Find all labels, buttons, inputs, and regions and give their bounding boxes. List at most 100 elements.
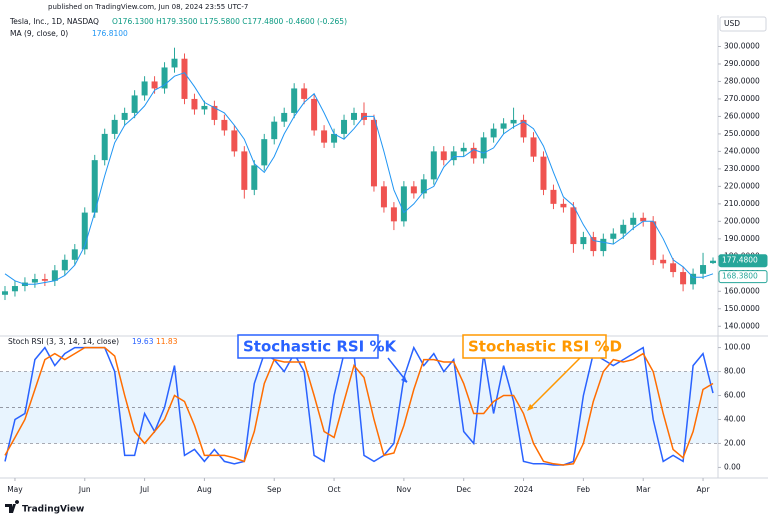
annotation: Stochastic RSI %D [468, 338, 622, 356]
x-tick-label: Dec [456, 485, 471, 494]
candle-body [460, 147, 467, 152]
x-tick-label: May [7, 485, 23, 494]
brand: TradingView [22, 505, 84, 515]
candle-body [590, 237, 597, 252]
candle-body [61, 259, 68, 271]
candle-body [221, 119, 228, 131]
candle-body [640, 217, 647, 222]
candle-body [660, 259, 667, 264]
published-note: published on TradingView.com, Jun 08, 20… [48, 3, 248, 11]
candle-body [201, 105, 208, 110]
candle-body [370, 119, 377, 187]
arrow-head [401, 376, 407, 383]
legend-values: O176.1300 H179.3500 L175.5800 C177.4800 … [112, 17, 347, 26]
y-tick-label: 100.00 [724, 343, 750, 352]
x-tick-label: Apr [697, 485, 711, 494]
y-tick-label: 280.0000 [724, 76, 760, 85]
stoch-line [4, 346, 714, 466]
y-tick-label: 160.0000 [724, 286, 760, 295]
y-tick-label: 0.00 [724, 462, 741, 471]
candle-body [11, 286, 18, 292]
currency-box [719, 16, 767, 32]
y-tick-label: 210.0000 [724, 199, 760, 208]
candle-body [141, 81, 148, 96]
legend-label: MA (9, close, 0) [10, 29, 68, 38]
indicator-value: 11.83 [156, 337, 178, 346]
arrow-head [527, 404, 534, 411]
candle-body [101, 133, 108, 161]
candle-body [440, 151, 447, 161]
candle-body [500, 123, 507, 129]
x-tick-label: Jul [139, 485, 149, 494]
price-tag-label: 168.3800 [722, 272, 758, 281]
y-tick-label: 260.0000 [724, 111, 760, 120]
candle-body [600, 238, 607, 252]
candle-body [650, 221, 657, 260]
candle-body [430, 151, 437, 180]
candle-body [420, 179, 427, 194]
candle-body [271, 121, 278, 140]
y-tick-label: 290.0000 [724, 59, 760, 68]
currency: USD [724, 19, 740, 28]
candle-body [480, 137, 487, 159]
y-tick-label: 250.0000 [724, 129, 760, 138]
y-tick-label: 240.0000 [724, 146, 760, 155]
y-tick-label: 40.00 [724, 414, 746, 423]
brand-logo [5, 500, 20, 513]
x-tick-label: Feb [577, 485, 591, 494]
candle-body [710, 260, 717, 264]
candle-body [540, 156, 547, 190]
candle-body [161, 67, 168, 89]
y-tick-label: 80.00 [724, 367, 746, 376]
candle-body [530, 137, 537, 157]
candle-body [580, 237, 587, 245]
candle-body [520, 119, 527, 138]
legend-value: 176.8100 [92, 29, 128, 38]
candle-body [550, 189, 557, 204]
candle-body [151, 81, 158, 89]
legend-title: Tesla, Inc., 1D, NASDAQ [9, 17, 99, 26]
candle-body [570, 207, 577, 245]
annotation-box [237, 334, 379, 359]
x-tick-label: 2024 [514, 485, 533, 494]
y-tick-label: 60.00 [724, 391, 746, 400]
y-tick-label: 150.0000 [724, 304, 760, 313]
candle-body [341, 119, 348, 134]
indicator-title: Stoch RSI (3, 3, 14, 14, close) [8, 337, 119, 346]
candle-body [171, 58, 178, 68]
candle-body [400, 186, 407, 222]
price-tag [718, 254, 768, 268]
y-tick-label: 140.0000 [724, 321, 760, 330]
candle-body [450, 151, 457, 161]
candle-body [191, 98, 198, 110]
candle-body [71, 249, 78, 260]
x-tick-label: Aug [197, 485, 212, 494]
candle-body [470, 147, 477, 159]
candle-body [321, 130, 328, 143]
annotation: Stochastic RSI %K [243, 338, 398, 356]
candle-body [301, 88, 308, 99]
candle-body [91, 160, 98, 213]
indicator-value: 19.63 [132, 337, 154, 346]
candle-body [241, 151, 248, 190]
annotation-box [462, 334, 607, 359]
candle-body [31, 279, 38, 283]
candle-body [560, 203, 567, 208]
price-tag [718, 270, 768, 284]
candle-body [690, 273, 697, 285]
candle-body [311, 98, 318, 131]
ma-line [4, 72, 714, 285]
candle-body [251, 165, 258, 190]
annotation-arrow [528, 357, 581, 410]
candle-body [81, 212, 88, 250]
candle-body [410, 186, 417, 194]
candle-body [620, 224, 627, 234]
candle-body [700, 265, 707, 274]
candle-body [51, 270, 58, 281]
x-tick-label: Nov [397, 485, 412, 494]
candle-body [331, 133, 338, 143]
candle-body [1, 291, 8, 295]
